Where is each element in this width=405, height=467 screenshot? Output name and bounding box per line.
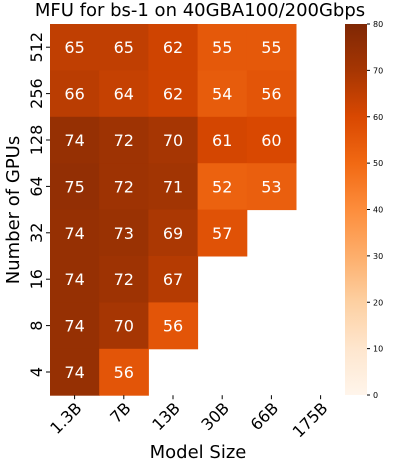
y-tick-label: 512 [27, 32, 46, 63]
y-tick-label: 256 [27, 78, 46, 109]
cell-value-label: 52 [212, 177, 232, 196]
cell-value-label: 65 [64, 38, 84, 57]
y-axis-ticks: 512 256 128 64 32 16 8 4 [27, 32, 50, 377]
x-axis-ticks: 1.3B 7B 13B 30B 66B 175B [46, 395, 331, 441]
y-tick-label: 64 [27, 176, 46, 196]
cell-value-label: 71 [163, 177, 183, 196]
cell-value-label: 54 [212, 85, 232, 104]
cell-value-label: 64 [114, 85, 134, 104]
heatmap-cell-labels: 65 65 62 55 55 66 64 62 54 56 74 72 70 61 60 75 72 71 52 53… [64, 38, 281, 382]
x-tick-label: 30B [197, 399, 233, 435]
heatmap-cell [50, 163, 100, 211]
cell-value-label: 74 [64, 270, 84, 289]
heatmap-cell [99, 24, 149, 71]
cell-value-label: 69 [163, 224, 183, 243]
cell-value-label: 74 [64, 317, 84, 336]
heatmap-cell [99, 256, 149, 303]
cell-value-label: 56 [163, 317, 183, 336]
cell-value-label: 74 [64, 131, 84, 150]
heatmap-cell [50, 348, 100, 396]
cell-value-label: 53 [261, 177, 281, 196]
heatmap-cells [50, 24, 297, 396]
cell-value-label: 75 [64, 177, 84, 196]
heatmap-cell [148, 302, 199, 350]
heatmap-cell [99, 348, 149, 396]
heatmap-cell [99, 209, 149, 257]
colorbar-tick-label: 80 [373, 20, 383, 29]
heatmap-cell [99, 70, 149, 118]
colorbar-tick-label: 70 [373, 66, 383, 75]
x-tick-label: 175B [289, 399, 332, 442]
cell-value-label: 62 [163, 38, 183, 57]
cell-value-label: 66 [64, 85, 84, 104]
colorbar-ticks: 0 10 20 30 40 50 60 70 80 [367, 20, 383, 400]
heatmap-cell [246, 163, 297, 211]
cell-value-label: 65 [114, 38, 134, 57]
colorbar-tick-label: 20 [373, 298, 383, 307]
cell-value-label: 57 [212, 224, 232, 243]
heatmap-cell [197, 24, 248, 71]
heatmap-cell [50, 256, 100, 303]
heatmap-cell [99, 116, 149, 164]
cell-value-label: 60 [261, 131, 281, 150]
heatmap-cell [246, 116, 297, 164]
heatmap-cell [148, 209, 199, 257]
colorbar-tick-label: 30 [373, 252, 383, 261]
heatmap-cell [148, 70, 199, 118]
heatmap-cell [148, 116, 199, 164]
x-tick-label: 7B [106, 399, 134, 427]
heatmap-cell [148, 163, 199, 211]
heatmap-cell [99, 163, 149, 211]
cell-value-label: 61 [212, 131, 232, 150]
heatmap-cell [50, 116, 100, 164]
y-tick-label: 128 [27, 125, 46, 156]
chart-title: MFU for bs-1 on 40GBA100/200Gbps [35, 0, 365, 21]
heatmap-cell [197, 209, 248, 257]
cell-value-label: 70 [114, 317, 134, 336]
heatmap-cell [197, 70, 248, 118]
cell-value-label: 56 [114, 363, 134, 382]
y-axis-label: Number of GPUs [3, 136, 24, 284]
y-tick-label: 32 [27, 223, 46, 243]
cell-value-label: 73 [114, 224, 134, 243]
heatmap-cell [50, 24, 100, 71]
colorbar-tick-label: 50 [373, 159, 383, 168]
colorbar [345, 24, 367, 395]
x-tick-label: 13B [148, 399, 184, 435]
y-tick-label: 8 [27, 321, 46, 331]
heatmap-cell [197, 163, 248, 211]
cell-value-label: 70 [163, 131, 183, 150]
x-tick-label: 66B [247, 399, 283, 435]
colorbar-tick-label: 40 [373, 206, 383, 215]
cell-value-label: 62 [163, 85, 183, 104]
heatmap-cell [50, 209, 100, 257]
heatmap-cell [99, 302, 149, 350]
cell-value-label: 56 [261, 85, 281, 104]
cell-value-label: 74 [64, 363, 84, 382]
heatmap-cell [148, 24, 199, 71]
colorbar-tick-label: 0 [373, 391, 378, 400]
y-tick-label: 16 [27, 269, 46, 289]
heatmap-cell [148, 256, 199, 303]
colorbar-tick-label: 10 [373, 345, 383, 354]
heatmap-cell [197, 116, 248, 164]
y-tick-label: 4 [27, 367, 46, 377]
x-tick-label: 1.3B [46, 399, 85, 438]
cell-value-label: 72 [114, 177, 134, 196]
x-axis-label: Model Size [150, 442, 247, 463]
colorbar-tick-label: 60 [373, 113, 383, 122]
cell-value-label: 67 [163, 270, 183, 289]
cell-value-label: 72 [114, 270, 134, 289]
heatmap-cell [50, 302, 100, 350]
heatmap-cell [50, 70, 100, 118]
cell-value-label: 74 [64, 224, 84, 243]
cell-value-label: 55 [212, 38, 232, 57]
heatmap-cell [246, 24, 297, 71]
cell-value-label: 72 [114, 131, 134, 150]
cell-value-label: 55 [261, 38, 281, 57]
heatmap-cell [246, 70, 297, 118]
